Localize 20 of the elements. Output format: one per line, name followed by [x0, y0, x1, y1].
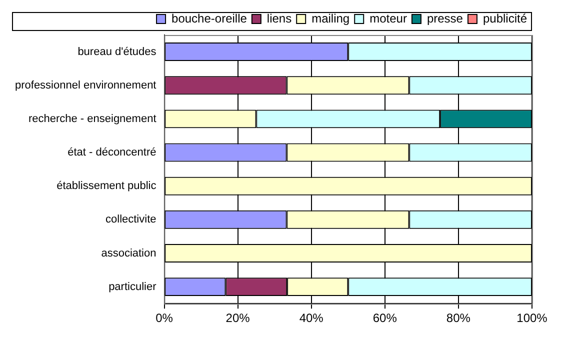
y-tick-label: recherche - enseignement — [28, 112, 156, 125]
x-tick-label: 80% — [446, 311, 471, 326]
y-tick-label: état - déconcentré — [68, 146, 156, 159]
y-tick-label: établissement public — [56, 180, 157, 192]
y-tick-label: bureau d'études — [78, 46, 157, 58]
legend-label: publicité — [482, 11, 528, 26]
legend-label: presse — [426, 11, 464, 26]
y-tick-label: particulier — [108, 280, 157, 293]
legend-label: bouche-oreille — [172, 11, 248, 26]
legend-label: mailing — [312, 11, 350, 26]
x-tick-label: 60% — [372, 311, 398, 326]
y-tick-label: collectivite — [106, 214, 156, 226]
x-tick-label: 0% — [156, 311, 174, 326]
legend-label: liens — [266, 11, 292, 26]
x-tick-label: 100% — [516, 311, 548, 326]
y-tick-label: association — [101, 247, 156, 260]
legend-label: moteur — [370, 11, 407, 26]
x-tick-label: 20% — [226, 311, 250, 326]
y-tick-label: professionnel environnement — [14, 79, 156, 92]
x-tick-label: 40% — [299, 311, 324, 326]
